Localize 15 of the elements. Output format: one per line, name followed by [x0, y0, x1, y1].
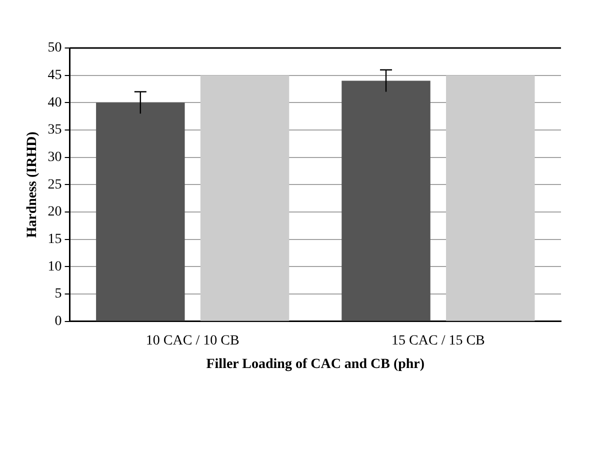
y-tick-label: 45: [48, 68, 62, 84]
y-axis-title: Hardness (IRHD): [25, 131, 40, 238]
x-tick-label: 15 CAC / 15 CB: [392, 333, 485, 348]
x-tick-label: 10 CAC / 10 CB: [146, 333, 240, 348]
y-tick-label: 25: [48, 177, 62, 192]
x-axis-title: Filler Loading of CAC and CB (phr): [206, 357, 425, 372]
y-tick-label: 15: [48, 232, 62, 248]
y-tick-label: 5: [54, 286, 62, 302]
y-tick-label: 10: [48, 259, 62, 274]
y-tick-label: 0: [54, 314, 62, 330]
y-tick-label: 30: [48, 150, 62, 166]
y-tick-label: 35: [48, 122, 62, 138]
y-tick-label: 40: [48, 95, 62, 110]
y-tick-label: 50: [48, 40, 62, 56]
y-tick-label: 20: [48, 204, 62, 220]
